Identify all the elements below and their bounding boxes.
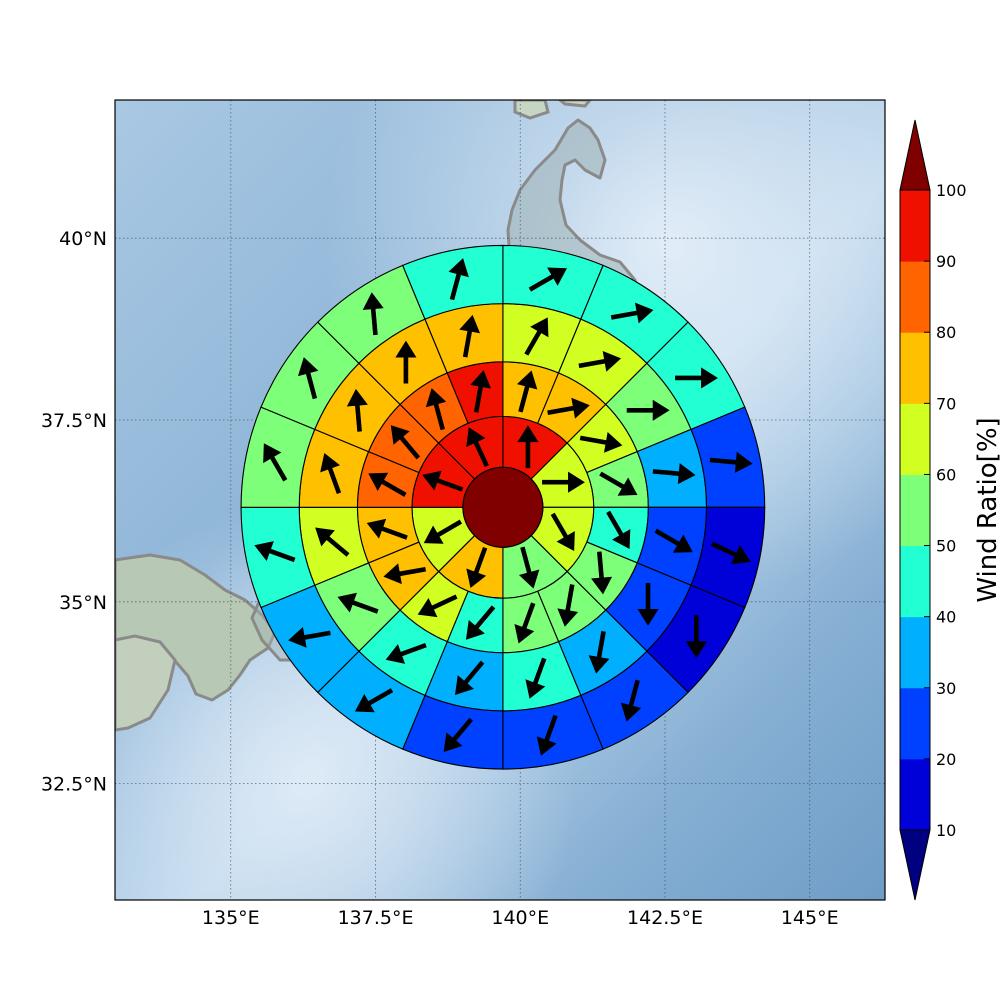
wind-arrow: [588, 631, 610, 674]
wind-arrow: [652, 463, 696, 485]
wind-arrow: [466, 427, 489, 468]
wind-arrow: [620, 679, 642, 722]
wind-arrow: [422, 470, 464, 492]
wind-arrow: [366, 518, 408, 540]
colorbar-under-extension: [899, 829, 931, 901]
colorbar-tick-label: 90: [936, 252, 956, 271]
wind-arrow: [297, 357, 319, 400]
wind-arrow: [354, 688, 394, 713]
lon-tick-label: 135°E: [202, 907, 260, 929]
wind-arrow: [599, 471, 638, 496]
wind-arrow: [362, 292, 384, 336]
wind-arrow: [346, 388, 368, 432]
colorbar-segment: [900, 261, 930, 333]
wind-arrow: [517, 425, 539, 469]
colorbar-frame: [899, 189, 931, 831]
wind-arrow: [263, 443, 288, 482]
colorbar-tick-label: 60: [936, 465, 956, 484]
wind-arrow: [637, 582, 659, 626]
wind-arrow: [448, 258, 469, 301]
lon-tick-label: 140°E: [491, 907, 549, 929]
wind-arrow: [368, 472, 407, 497]
wind-arrow: [557, 584, 579, 627]
wind-arrow: [385, 642, 427, 664]
wind-arrow: [709, 451, 753, 473]
colorbar-tick-label: 100: [936, 181, 967, 200]
wind-ratio-polar-grid: [240, 244, 766, 770]
lat-tick-label: 37.5°N: [41, 410, 107, 432]
wind-arrow: [550, 512, 575, 551]
wind-arrow: [528, 267, 567, 292]
wind-arrow: [654, 528, 693, 553]
colorbar-segment: [900, 474, 930, 547]
wind-arrow: [536, 714, 558, 756]
colorbar-tick-label: 80: [936, 323, 956, 342]
wind-arrow: [710, 541, 751, 565]
wind-arrow: [425, 388, 447, 431]
wind-arrow: [315, 527, 350, 557]
colorbar-tick-label: 70: [936, 394, 956, 413]
wind-arrow: [626, 399, 670, 421]
colorbar-tick-label: 40: [936, 608, 956, 627]
wind-arrow: [579, 432, 623, 453]
wind-arrow: [337, 592, 379, 614]
wind-arrow: [466, 546, 488, 589]
lat-tick-label: 35°N: [59, 592, 107, 614]
colorbar-tick-label: 20: [936, 750, 956, 769]
wind-ratio-sector: [401, 244, 504, 320]
wind-arrow: [383, 563, 427, 585]
wind-arrow: [395, 340, 417, 384]
wind-arrow: [606, 510, 631, 550]
colorbar-segment: [900, 758, 930, 831]
wind-arrow: [470, 370, 492, 413]
center-disc: [462, 466, 544, 548]
wind-arrow: [578, 350, 622, 372]
axes-frame: [114, 99, 886, 901]
wind-arrow: [417, 594, 458, 618]
colorbar-tick-label: 10: [936, 821, 956, 840]
wind-direction-arrows: [254, 258, 753, 756]
wind-arrow: [685, 615, 707, 659]
wind-arrow: [547, 397, 590, 419]
latitude-tick-labels: 40°N 37.5°N 35°N 32.5°N: [41, 228, 107, 795]
wind-arrow: [518, 546, 540, 589]
wind-arrow: [288, 627, 331, 648]
wind-arrow: [516, 370, 538, 413]
wind-arrow: [459, 314, 481, 358]
colorbar-tick-label: 50: [936, 537, 956, 556]
colorbar-tick-label: 30: [936, 679, 956, 698]
wind-arrow: [454, 660, 485, 695]
wind-arrow: [542, 471, 585, 493]
lat-tick-label: 32.5°N: [41, 774, 107, 796]
colorbar-segment: [900, 616, 930, 689]
wind-arrow: [390, 425, 421, 460]
colorbar-segment: [900, 190, 930, 262]
colorbar-over-extension: [899, 119, 931, 191]
lon-tick-label: 145°E: [781, 907, 839, 929]
lon-tick-label: 142.5°E: [627, 907, 703, 929]
land-hokkaido: [513, 100, 592, 120]
wind-arrow: [591, 551, 613, 595]
colorbar-label: Wind Ratio[%]: [973, 417, 1000, 602]
wind-arrow: [524, 317, 549, 356]
colorbar: 10 20 30 40 50 60 70 80 90 100: [899, 119, 967, 901]
wind-arrow: [423, 519, 463, 544]
land-shikoku: [115, 634, 177, 732]
wind-arrow: [254, 541, 296, 563]
lon-tick-label: 137.5°E: [338, 907, 414, 929]
colorbar-segment: [900, 687, 930, 760]
wind-arrow: [514, 602, 536, 644]
wind-arrow: [320, 452, 342, 495]
colorbar-segment: [900, 332, 930, 404]
wind-arrow: [675, 367, 718, 389]
wind-arrow: [610, 302, 654, 324]
colorbar-segment: [900, 403, 930, 475]
colorbar-segment: [900, 545, 930, 618]
wind-arrow: [443, 717, 473, 753]
lat-tick-label: 40°N: [59, 228, 107, 250]
wind-arrow: [525, 657, 547, 699]
longitude-tick-labels: 135°E 137.5°E 140°E 142.5°E 145°E: [202, 907, 839, 929]
wind-arrow: [465, 605, 496, 640]
